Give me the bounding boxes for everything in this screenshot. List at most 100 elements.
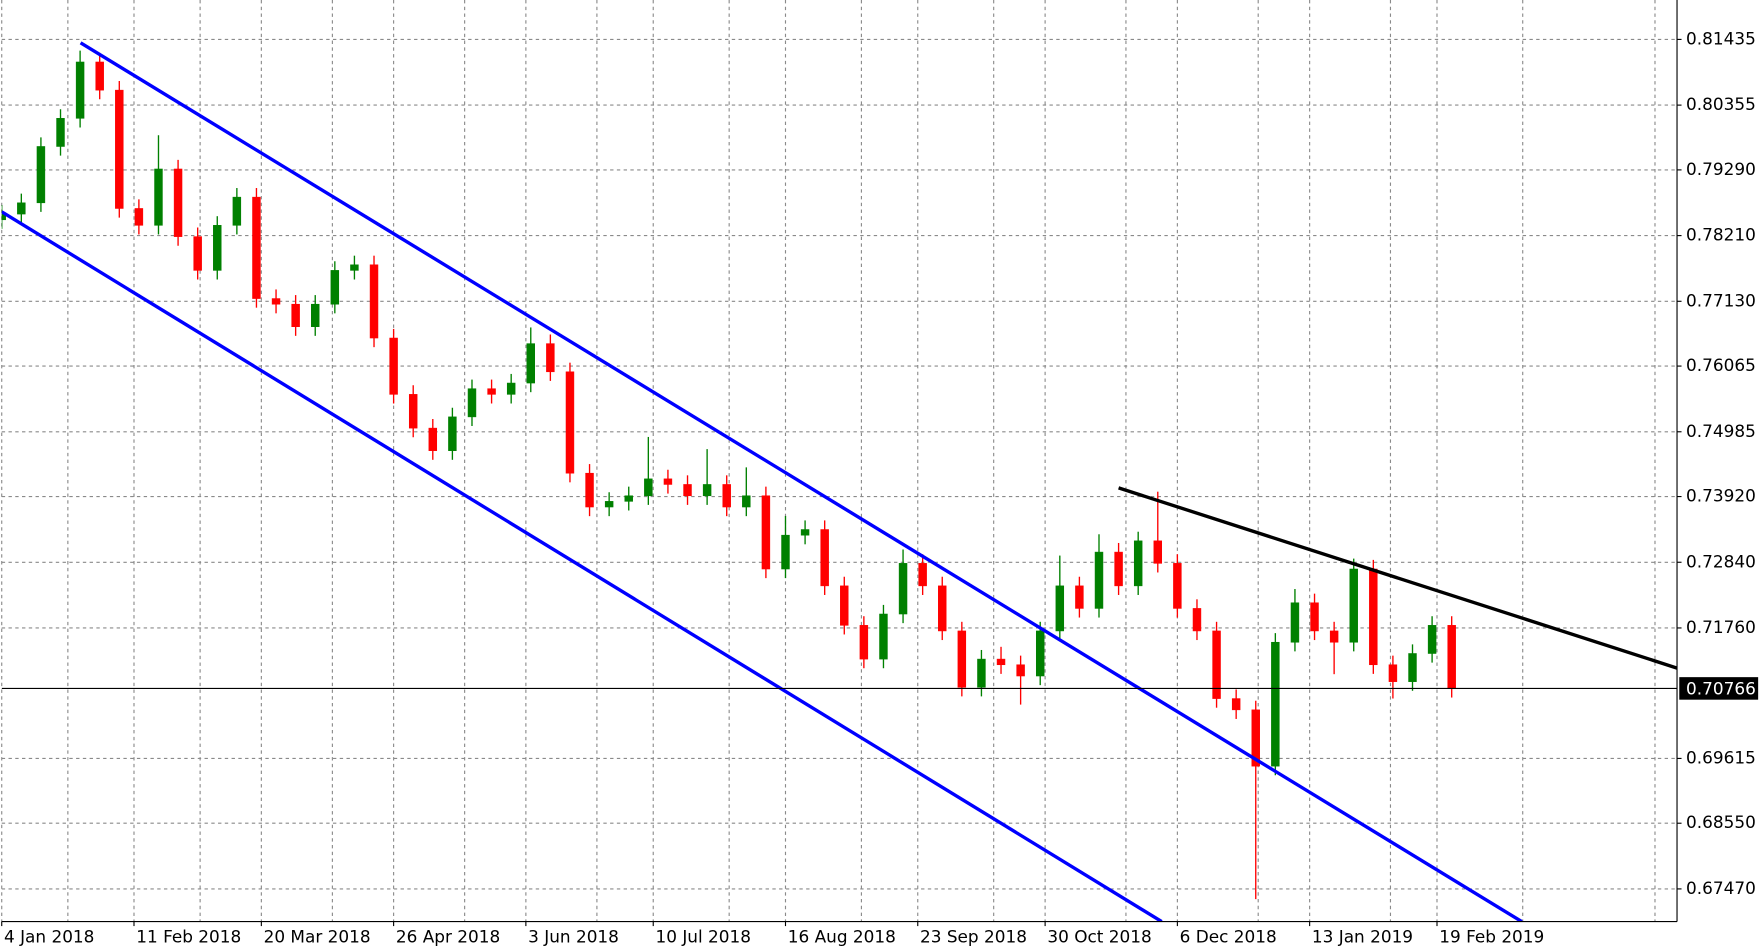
candle-body [546, 343, 555, 373]
candle-body [820, 529, 829, 587]
y-tick-label: 0.67470 [1686, 878, 1756, 898]
plot-area [1, 41, 1678, 922]
candle-body [193, 236, 202, 271]
candle-body [75, 61, 85, 119]
axes: 0.81435 0.80355 0.79290 0.78210 0.77130 0.760… [1, 28, 1759, 946]
candle-body [996, 658, 1006, 666]
x-tick-label: 19 Feb 2019 [1439, 926, 1544, 946]
y-tick-label: 0.79290 [1686, 159, 1756, 179]
candle-body [722, 484, 731, 508]
candle-body [1251, 709, 1260, 767]
y-tick-label: 0.68550 [1686, 812, 1756, 832]
y-tick-label: 0.74985 [1686, 421, 1756, 441]
candle-body [271, 298, 281, 305]
y-tick-label: 0.81435 [1686, 28, 1756, 48]
candle-body [1055, 585, 1065, 632]
candle-body [1, 213, 6, 221]
candle-body [1016, 664, 1025, 677]
candle-body [918, 563, 927, 587]
trendline [79, 41, 1523, 922]
candle-body [232, 196, 242, 226]
candle-body [330, 270, 340, 305]
candle-body [879, 613, 888, 660]
candle-body [1349, 568, 1358, 643]
grid [1, 0, 1678, 922]
candle-body [1310, 602, 1319, 632]
candle-body [702, 484, 712, 497]
candle-body [1388, 664, 1398, 682]
x-tick-label: 16 Aug 2018 [788, 926, 896, 946]
candle-body [1447, 625, 1456, 689]
candle-body [1408, 653, 1417, 682]
x-tick-label: 10 Jul 2018 [655, 926, 751, 946]
y-tick-label: 0.73920 [1686, 486, 1756, 506]
candle-body [604, 501, 614, 508]
candle-body [369, 264, 379, 339]
candle-body [565, 371, 575, 474]
candle-body [350, 264, 359, 271]
candle-body [683, 484, 692, 497]
current-price-label: 0.70766 [1686, 679, 1756, 699]
y-tick-label: 0.72840 [1686, 551, 1756, 571]
candle-body [663, 478, 673, 485]
candle-body [800, 529, 810, 536]
y-tick-label: 0.76065 [1686, 355, 1756, 375]
candle-body [408, 394, 418, 429]
candle-body [644, 478, 653, 497]
x-tick-label: 6 Dec 2018 [1180, 926, 1277, 946]
x-tick-label: 30 Oct 2018 [1047, 926, 1151, 946]
candle-body [1369, 568, 1378, 666]
candle-body [1133, 540, 1143, 587]
candle-body [95, 61, 104, 91]
candle-body [1271, 641, 1280, 767]
candle-body [1094, 551, 1104, 609]
y-tick-label: 0.77130 [1686, 290, 1756, 310]
candle-body [115, 89, 124, 209]
candle-body [154, 168, 163, 226]
x-tick-label: 20 Mar 2018 [264, 926, 371, 946]
candle-body [311, 303, 320, 328]
current-price-box [1679, 677, 1759, 700]
candle-body [585, 472, 594, 508]
candle-body [898, 563, 908, 615]
y-tick-label: 0.78210 [1686, 225, 1756, 245]
x-tick-label: 4 Jan 2018 [4, 926, 94, 946]
candle-body [938, 585, 947, 632]
candle-body [957, 630, 967, 688]
candle-body [1153, 540, 1163, 564]
candle-body [761, 495, 771, 570]
x-tick-label: 13 Jan 2019 [1312, 926, 1413, 946]
candle-body [1075, 585, 1084, 609]
candle-body [742, 495, 751, 508]
candle-body [506, 382, 516, 395]
x-tick-label: 26 Apr 2018 [396, 926, 500, 946]
candle-body [252, 196, 261, 299]
candle-body [487, 388, 496, 395]
candle-body [1192, 608, 1202, 632]
candle-body [1173, 563, 1182, 609]
x-tick-label: 11 Feb 2018 [136, 926, 241, 946]
y-tick-label: 0.69615 [1686, 747, 1756, 767]
candle-body [56, 118, 65, 147]
candle-body [291, 303, 300, 328]
candle-body [840, 585, 849, 626]
candle-body [36, 146, 46, 204]
trendline [1118, 486, 1678, 670]
candle-body [428, 427, 438, 451]
candle-body [624, 495, 633, 502]
candle-body [1231, 698, 1241, 711]
candle-body [977, 658, 986, 688]
x-tick-label: 3 Jun 2018 [528, 926, 619, 946]
x-tick-label: 23 Sep 2018 [920, 926, 1027, 946]
candle-body [1427, 625, 1437, 654]
candle-body [1290, 602, 1300, 643]
candle-body [213, 225, 222, 271]
candle-body [448, 416, 457, 451]
candle-body [781, 534, 790, 570]
candle-body [1212, 630, 1221, 699]
candle-body [173, 168, 183, 237]
candle-body [17, 202, 26, 215]
